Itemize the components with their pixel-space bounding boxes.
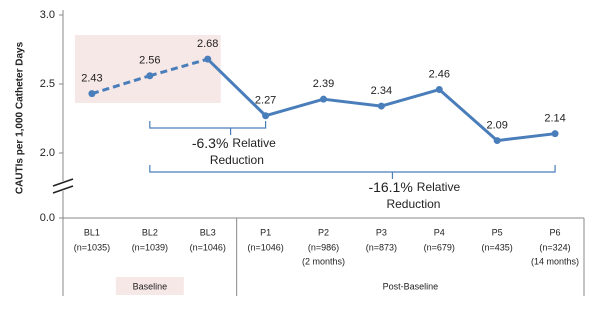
group-label: Baseline [133, 281, 168, 291]
line-segment [496, 132, 556, 143]
line-segment [265, 97, 324, 118]
group-label-shade [115, 277, 184, 295]
y-tick-label: 3.0 [40, 9, 55, 21]
x-tick-sublabel: (n=1046) [190, 242, 226, 252]
x-tick-sublabel: (n=435) [482, 242, 513, 252]
x-tick-label: BL3 [200, 227, 216, 237]
annotation-text: Relative [232, 136, 276, 150]
annotation-emphasis: -16.1% [368, 179, 412, 195]
value-label: 2.27 [255, 95, 276, 107]
x-tick-sublabel: (n=324) [539, 242, 570, 252]
line-segment [380, 88, 440, 108]
line-segment [438, 88, 499, 142]
value-label: 2.14 [544, 113, 565, 125]
y-axis-label: CAUTIs per 1,000 Catheter Days [15, 41, 26, 194]
annotation-line2: Reduction [386, 197, 440, 211]
x-tick-sublabel: (n=986) [308, 242, 339, 252]
point [551, 130, 559, 138]
x-tick-label: P6 [550, 227, 561, 237]
bracket [149, 121, 267, 135]
x-tick-sublabel: (n=679) [424, 242, 455, 252]
line-segment [206, 58, 267, 117]
group-shade [74, 35, 221, 103]
value-label: 2.09 [486, 119, 507, 131]
point [262, 112, 270, 120]
point [493, 137, 501, 145]
annotation: -6.3% Relative [192, 135, 276, 151]
x-tick-label: P4 [434, 227, 445, 237]
value-label: 2.34 [371, 85, 392, 97]
annotation: -16.1% Relative [368, 179, 460, 195]
annotation-line2: Reduction [210, 153, 264, 167]
value-label: 2.43 [81, 73, 102, 85]
bracket [149, 165, 556, 179]
x-tick-note: (14 months) [531, 256, 579, 266]
axis-break [52, 178, 74, 187]
value-label: 2.39 [313, 78, 334, 90]
axis-break [52, 185, 74, 194]
group-label: Post-Baseline [383, 281, 439, 291]
x-tick-sublabel: (n=1039) [132, 242, 168, 252]
point [377, 102, 385, 110]
y-tick-label: 2.5 [40, 78, 55, 90]
point [146, 72, 154, 80]
x-tick-label: P2 [318, 227, 329, 237]
x-tick-sublabel: (n=1035) [74, 242, 110, 252]
x-tick-label: P1 [260, 227, 271, 237]
annotation-text: Relative [417, 180, 461, 194]
x-tick-label: P3 [376, 227, 387, 237]
x-tick-sublabel: (n=1046) [247, 242, 283, 252]
line-segment [323, 97, 382, 108]
line-segment [149, 57, 209, 78]
line-segment [91, 74, 151, 96]
point [204, 55, 212, 63]
x-tick-label: P5 [492, 227, 503, 237]
value-label: 2.46 [429, 68, 450, 80]
x-tick-label: BL1 [84, 227, 100, 237]
annotation-emphasis: -6.3% [192, 135, 229, 151]
point [88, 90, 96, 98]
y-tick-label: 0.0 [40, 212, 55, 224]
value-label: 2.56 [139, 55, 160, 67]
x-tick-sublabel: (n=873) [366, 242, 397, 252]
point [320, 95, 327, 103]
y-tick-label: 2.0 [40, 147, 55, 159]
x-tick-note: (2 months) [302, 256, 345, 266]
point [435, 86, 443, 94]
x-tick-label: BL2 [142, 227, 158, 237]
value-label: 2.68 [197, 38, 218, 50]
